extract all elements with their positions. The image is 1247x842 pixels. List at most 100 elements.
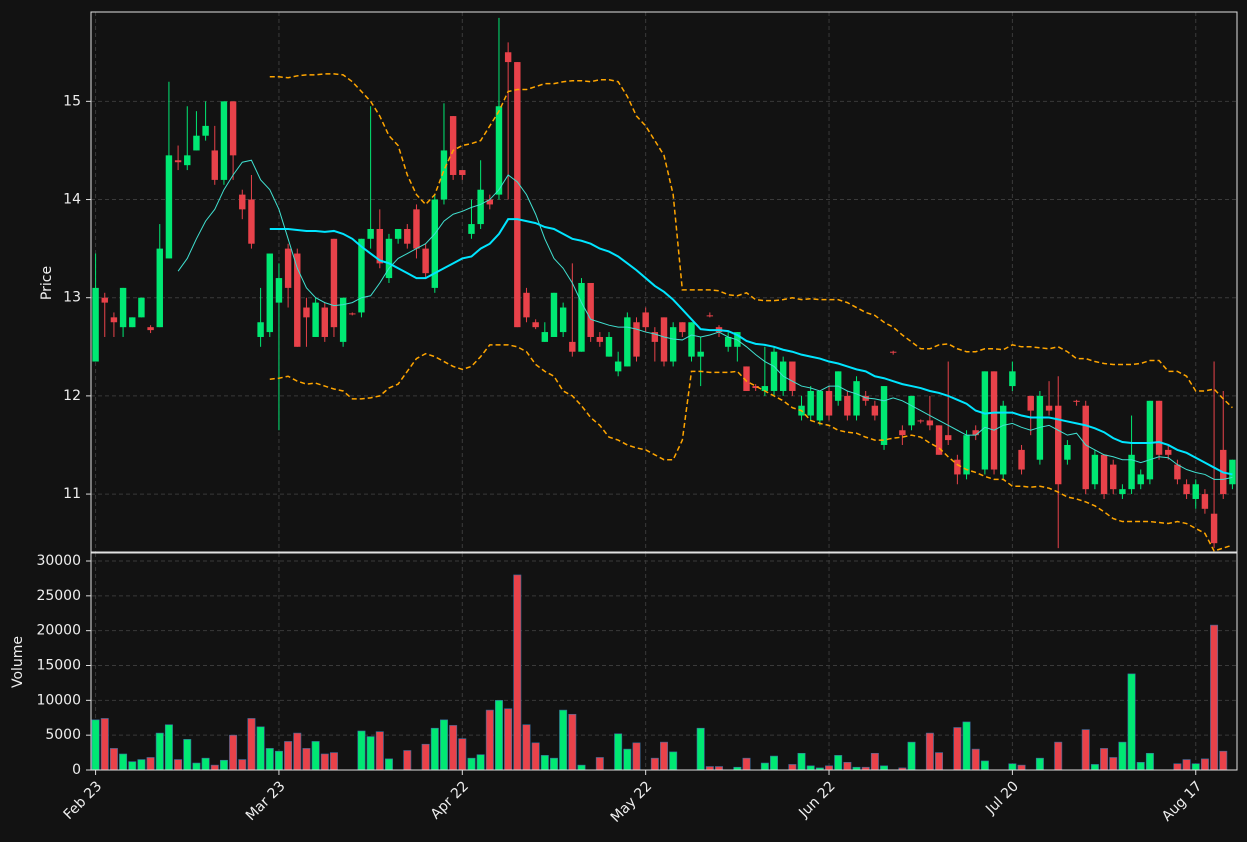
candle-body: [1183, 484, 1190, 495]
candle-body: [1165, 449, 1172, 455]
volume-bar: [1182, 759, 1191, 771]
candle-body: [587, 282, 594, 337]
candle-body: [706, 315, 714, 317]
candle-body: [1110, 464, 1117, 490]
volume-bar: [174, 759, 183, 771]
volume-bar: [485, 709, 494, 771]
volume-bar: [870, 752, 879, 771]
candle-body: [688, 322, 695, 357]
candle-body: [486, 199, 494, 205]
candle-body: [459, 170, 466, 175]
volume-bar: [504, 708, 513, 771]
candle-body: [422, 248, 429, 274]
overlay-line: [269, 73, 1233, 409]
y-tick-label: 25000: [36, 588, 81, 604]
candle-body: [211, 150, 218, 180]
volume-bar: [1090, 764, 1099, 771]
price-axis-label: Price: [39, 266, 55, 300]
candle-body: [312, 302, 319, 337]
candle-body: [248, 199, 255, 244]
y-tick-label: 13: [63, 290, 81, 306]
y-tick-label: 14: [63, 192, 81, 208]
volume-bar: [91, 719, 100, 771]
volume-bar: [1100, 748, 1109, 771]
candle-body: [1000, 405, 1007, 475]
candle-body: [633, 322, 640, 357]
volume-bar: [1191, 763, 1200, 771]
volume-bar: [467, 757, 476, 771]
volume-bar: [788, 764, 797, 771]
candle-body: [880, 386, 888, 445]
volume-bar: [632, 742, 641, 771]
volume-bar: [357, 730, 366, 771]
candle-body: [138, 297, 145, 318]
candle-body: [119, 287, 127, 328]
candle-body: [1201, 494, 1209, 509]
candle-body: [651, 332, 659, 342]
candle-body: [303, 307, 310, 318]
candle-body: [1146, 400, 1154, 480]
volume-bar: [302, 748, 311, 771]
candle-body: [1192, 484, 1199, 499]
volume-bar: [760, 762, 769, 771]
volume-bar: [164, 724, 173, 771]
candle-body: [239, 194, 246, 210]
candle-body: [1137, 474, 1144, 485]
candle-body: [1055, 405, 1062, 485]
volume-bar: [650, 757, 659, 771]
y-tick-label: 11: [63, 486, 81, 502]
candle-body: [624, 317, 631, 367]
volume-bar: [843, 762, 852, 771]
candle-body: [202, 125, 209, 136]
volume-bar: [403, 750, 412, 771]
candle-body: [954, 459, 961, 475]
volume-panel-frame: [90, 552, 1238, 771]
volume-bar: [614, 733, 623, 771]
candle-body: [1064, 444, 1071, 460]
candle-body: [1073, 400, 1080, 402]
candle-body: [110, 317, 118, 323]
volume-bar: [1118, 741, 1127, 771]
volume-bar: [293, 732, 302, 771]
candle-body: [376, 228, 384, 264]
candle-body: [266, 253, 273, 333]
volume-bar: [238, 759, 247, 771]
candle-body: [367, 228, 374, 239]
candle-body: [1210, 513, 1218, 544]
candle-body: [404, 228, 411, 244]
volume-bar: [100, 718, 109, 771]
candle-body: [853, 381, 860, 416]
candle-body: [504, 52, 512, 63]
candle-body: [413, 209, 420, 249]
volume-bar: [568, 713, 577, 771]
volume-bar: [1081, 729, 1090, 771]
volume-bar: [669, 751, 678, 771]
volume-bar: [284, 741, 293, 771]
volume-bar: [1219, 750, 1228, 771]
candle-body: [1027, 395, 1034, 411]
volume-bar: [210, 764, 219, 771]
candle-body: [807, 390, 814, 416]
volume-bar: [705, 766, 714, 771]
y-tick-label: 30000: [36, 553, 81, 569]
volume-bar: [458, 738, 467, 771]
volume-bar: [715, 766, 723, 771]
volume-bar: [513, 574, 522, 771]
volume-bar: [1035, 757, 1044, 771]
candle-body: [257, 322, 264, 337]
volume-bar: [696, 727, 705, 771]
volume-bar: [935, 752, 944, 771]
candle-body: [899, 430, 906, 436]
y-tick-label: 0: [72, 762, 81, 778]
volume-bar: [155, 732, 164, 771]
candle-body: [614, 361, 622, 372]
candle-body: [468, 224, 475, 234]
volume-bar: [1210, 624, 1219, 771]
candle-body: [743, 366, 750, 391]
volume-bar: [1145, 752, 1154, 771]
candle-body: [559, 307, 567, 333]
candle-body: [321, 307, 328, 337]
candle-body: [679, 322, 686, 333]
